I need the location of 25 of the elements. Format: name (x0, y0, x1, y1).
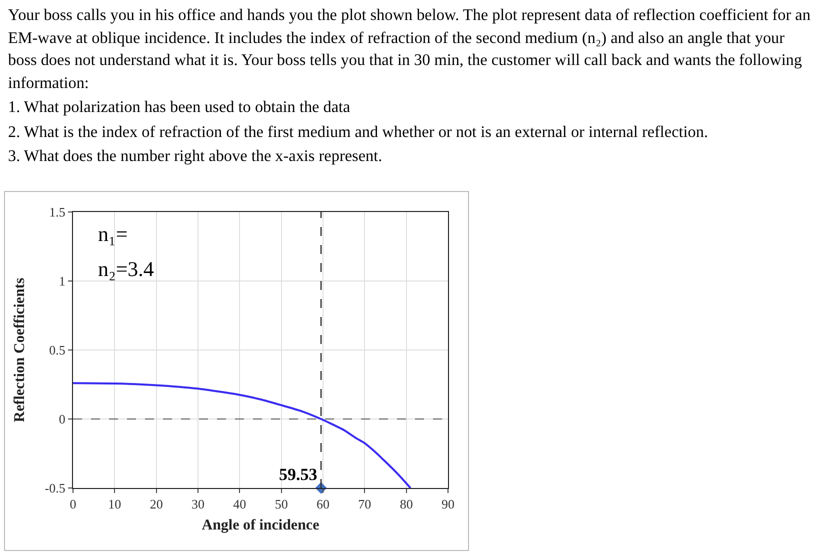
annotation: n₂=3.4 (98, 257, 154, 281)
y-tick-label: 1.5 (49, 204, 66, 220)
x-tick-label: 40 (233, 496, 246, 512)
line-series (73, 382, 412, 488)
text: 3. What does the number right above the x-axis represent. (8, 146, 384, 167)
x-tick-label: 50 (274, 496, 288, 512)
text: 1. What polarization has been used to obtain the data (8, 97, 352, 118)
x-tick-label: 30 (192, 496, 204, 512)
annotation: n₁= (98, 222, 128, 246)
x-tick-label: 80 (400, 496, 413, 512)
x-tick-label: 10 (108, 496, 122, 512)
x-tick-label: 20 (150, 496, 163, 512)
y-axis-title: Reflection Coefficients (12, 278, 28, 422)
x-axis-title: Angle of incidence (202, 518, 320, 534)
text: Your boss calls you in his office and hands you the plot shown below. The plot represent data of reflection coefficient for an EM-wave at oblique incidence. It includes the index of refraction of the second medium (n₂) and also an angle that your boss does not understand what it is. Your boss tells you that in 30 min, the customer will call back and wants the following information: (8, 5, 812, 94)
x-tick-label: 0 (70, 496, 76, 512)
x-tick-label: 60 (316, 496, 330, 512)
y-tick-label: 1 (58, 274, 66, 289)
y-tick-label: -0.5 (44, 480, 66, 496)
x-tick-label: 70 (358, 496, 372, 512)
x-tick-label: 90 (442, 496, 454, 512)
annotation: 59.53 (279, 465, 318, 484)
text: 2. What is the index of refraction of the first medium and whether or not is an external or internal reflection. (8, 122, 710, 142)
y-tick-label: 0.5 (49, 342, 66, 358)
y-tick-label: 0 (58, 412, 66, 427)
